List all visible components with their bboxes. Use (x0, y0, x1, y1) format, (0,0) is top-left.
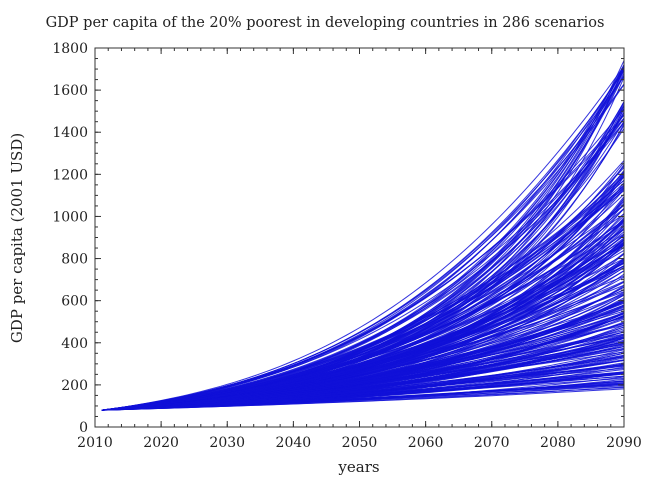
series-layer (101, 60, 625, 411)
x-tick-label: 2080 (540, 435, 576, 451)
y-tick-label: 0 (79, 420, 88, 436)
x-tick-label: 2070 (474, 435, 510, 451)
scenario-line (101, 190, 625, 411)
chart-title: GDP per capita of the 20% poorest in dev… (46, 15, 605, 31)
y-tick-label: 1400 (52, 125, 88, 141)
scenario-line (101, 74, 625, 411)
scenario-line (101, 304, 625, 411)
y-tick-label: 1800 (52, 41, 88, 57)
scenario-line (101, 65, 625, 411)
x-tick-label: 2030 (209, 435, 245, 451)
y-tick-label: 400 (61, 336, 88, 352)
x-tick-label: 2020 (143, 435, 179, 451)
scenario-line (101, 371, 625, 411)
x-axis-title: years (337, 458, 379, 476)
y-tick-label: 800 (61, 252, 88, 268)
y-tick-label: 600 (61, 294, 88, 310)
x-tick-label: 2010 (77, 435, 113, 451)
scenario-line (101, 373, 625, 411)
x-tick-label: 2050 (342, 435, 378, 451)
scenario-line (101, 328, 625, 411)
scenario-line (101, 351, 625, 411)
scenario-line (101, 253, 625, 411)
y-tick-label: 1600 (52, 83, 88, 99)
x-tick-label: 2060 (408, 435, 444, 451)
x-tick-label: 2040 (276, 435, 312, 451)
x-tick-label: 2090 (606, 435, 642, 451)
scenario-line (101, 68, 625, 411)
y-tick-label: 1200 (52, 167, 88, 183)
plot-frame (94, 47, 625, 428)
scenario-line (101, 330, 625, 411)
y-axis-title: GDP per capita (2001 USD) (8, 133, 26, 343)
axes-layer: 2010 2020 2030 2040 2050 2060 2070 2080 2090 0 200… (52, 41, 641, 451)
scenario-line (101, 386, 625, 411)
y-tick-label: 1000 (52, 209, 88, 225)
y-tick-label: 200 (61, 378, 88, 394)
